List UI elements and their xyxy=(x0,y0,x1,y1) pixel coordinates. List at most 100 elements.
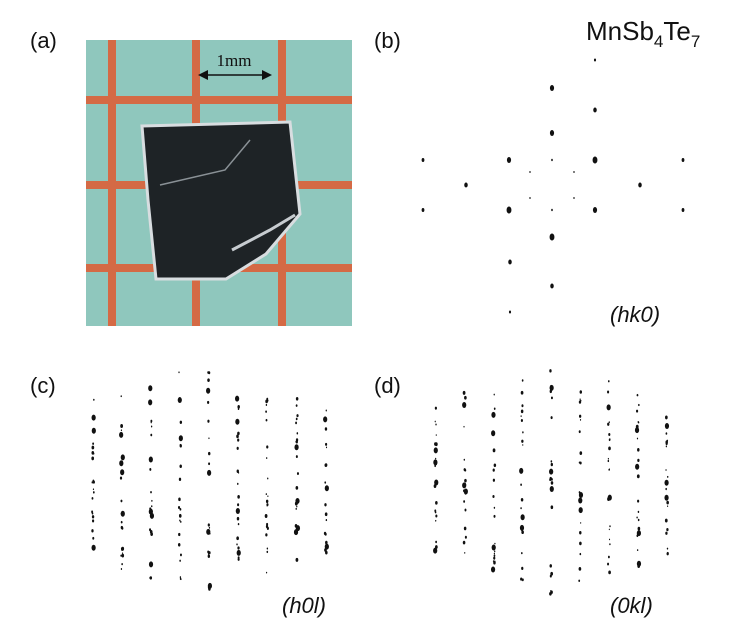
spot xyxy=(208,437,209,439)
spot xyxy=(92,512,94,514)
spot xyxy=(550,486,554,492)
spot xyxy=(435,501,438,505)
spot xyxy=(435,407,437,410)
spot xyxy=(324,481,326,483)
spot xyxy=(209,527,210,529)
spot xyxy=(573,197,574,199)
spot xyxy=(208,587,210,591)
spot xyxy=(119,460,123,466)
spot xyxy=(180,521,181,523)
spot xyxy=(580,553,582,555)
spot xyxy=(179,560,181,562)
spot xyxy=(208,523,210,526)
spot xyxy=(667,505,668,507)
spot xyxy=(637,564,640,568)
spot xyxy=(92,442,94,445)
spot xyxy=(294,444,298,450)
spot xyxy=(435,541,437,544)
spot xyxy=(119,432,123,438)
spot xyxy=(149,457,153,463)
spot xyxy=(550,564,552,568)
spot xyxy=(550,590,551,592)
spot xyxy=(607,563,609,566)
spot xyxy=(178,371,179,373)
spot xyxy=(593,207,597,213)
spot xyxy=(608,570,611,574)
spot xyxy=(178,506,180,509)
spot xyxy=(237,470,239,473)
spot xyxy=(294,529,298,535)
spot xyxy=(579,542,582,546)
spot xyxy=(494,555,496,557)
spot xyxy=(180,444,181,446)
spot xyxy=(121,395,122,397)
spot xyxy=(509,311,511,314)
spot xyxy=(492,545,496,551)
spot xyxy=(665,519,668,523)
spot xyxy=(179,435,183,441)
spot xyxy=(637,394,639,397)
spot xyxy=(494,394,495,396)
spot xyxy=(208,551,210,554)
spot xyxy=(521,410,524,414)
spot xyxy=(608,469,609,471)
crystal-photo: 1mm xyxy=(86,40,352,326)
spot xyxy=(92,480,94,483)
spot xyxy=(325,512,328,516)
spot xyxy=(607,390,609,393)
spot xyxy=(435,545,438,549)
spot xyxy=(178,397,182,403)
spot xyxy=(607,423,609,426)
spot xyxy=(522,578,524,581)
spot xyxy=(682,208,685,212)
spot xyxy=(120,469,124,475)
spot xyxy=(578,498,582,504)
spot xyxy=(178,543,180,547)
spot xyxy=(637,474,640,478)
spot xyxy=(296,506,297,508)
spot xyxy=(180,578,182,580)
spot xyxy=(296,404,298,407)
spot xyxy=(208,462,210,465)
formula-part: Te xyxy=(663,16,690,46)
spot xyxy=(295,508,296,510)
spot xyxy=(266,419,268,422)
spot xyxy=(434,447,438,453)
spot xyxy=(550,575,552,578)
spot xyxy=(609,525,610,527)
spot xyxy=(580,419,581,421)
spot xyxy=(266,404,267,406)
spot xyxy=(522,444,523,446)
spot xyxy=(551,505,554,509)
spot xyxy=(579,415,581,418)
spot xyxy=(464,552,465,554)
spot xyxy=(121,548,123,551)
spot xyxy=(434,442,436,445)
spot xyxy=(529,197,530,199)
spot xyxy=(179,478,181,481)
spot xyxy=(579,451,582,455)
spot xyxy=(237,483,239,485)
spot xyxy=(151,426,152,428)
spot xyxy=(267,527,269,530)
spot xyxy=(579,430,581,433)
spot xyxy=(521,514,525,520)
panel-label: (b) xyxy=(374,28,401,53)
spot xyxy=(551,159,553,161)
spot xyxy=(92,428,96,434)
spot xyxy=(91,529,93,532)
spot xyxy=(91,451,94,455)
spot xyxy=(324,532,326,535)
formula: MnSb4Te7 xyxy=(586,16,700,51)
spot xyxy=(236,508,240,514)
spot xyxy=(494,408,496,410)
spot xyxy=(608,433,610,436)
spot xyxy=(665,423,669,429)
spot xyxy=(521,567,523,570)
spot xyxy=(180,576,181,578)
spot xyxy=(207,470,211,476)
spot xyxy=(638,421,639,423)
spot xyxy=(92,446,95,450)
spot xyxy=(464,483,466,486)
spot xyxy=(324,503,326,506)
